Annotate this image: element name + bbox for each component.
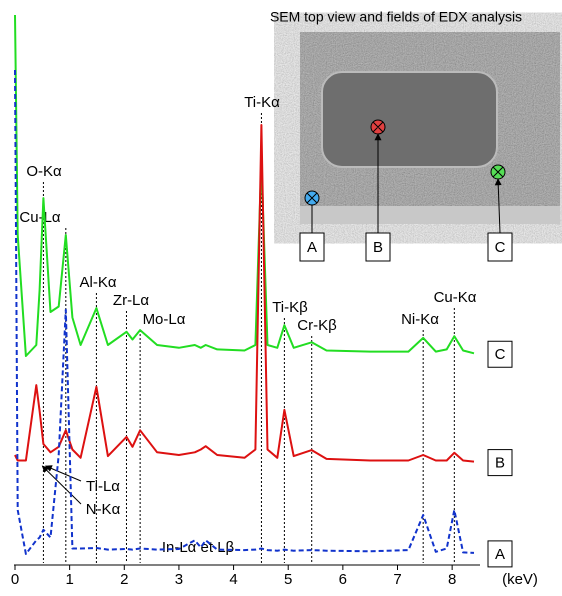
field-cross [306,121,504,204]
x-tick-label: 3 [175,571,183,588]
peak-label: O-Kα [26,163,62,180]
sem-inset: A B C SEM top view and fields of EDX ana… [270,9,560,262]
peak-pointer [44,465,82,482]
series-label: C [495,346,506,363]
series-label: A [495,546,505,563]
x-tick-label: 7 [393,571,401,588]
sem-info-bar [300,206,560,224]
spectrum [14,69,475,555]
field-box [487,232,513,262]
x-tick-label: 4 [229,571,237,588]
series-box [487,540,513,568]
peak-label: Cu-Kα [434,289,477,306]
peak-label: In-Lα et Lβ [162,539,235,556]
series-box [487,340,513,368]
peak-pointer [41,465,82,505]
field-box [299,232,325,262]
x-tick-label: 2 [120,571,128,588]
spectrum [14,124,475,463]
field-label: C [495,239,506,256]
field-label: A [307,239,317,256]
x-tick-label: 6 [339,571,347,588]
peak-label: Ti-Kβ [272,299,308,316]
x-axis-label: (keV) [502,571,538,588]
peak-label: Ni-Kα [401,311,439,328]
x-tick-label: 0 [11,571,19,588]
peak-label: Cr-Kβ [297,317,337,334]
peak-label: Cu-Lα [19,209,61,226]
peak-label: Al-Kα [79,274,116,291]
x-tick-label: 1 [65,571,73,588]
peak-label: Zr-Lα [113,292,149,309]
peak-label: Ti-Lα [86,478,120,495]
crater [321,71,498,168]
peak-label: Mo-Lα [143,311,186,328]
inset-title: SEM top view and fields of EDX analysis [270,9,522,25]
pointer [494,178,502,234]
series-label: B [495,455,505,472]
spectrum [14,14,475,357]
field-label: B [373,239,383,256]
peak-label: N-Kα [86,501,121,518]
x-tick-label: 5 [284,571,292,588]
field-box [365,232,391,262]
x-tick-label: 8 [448,571,456,588]
peak-label: Ti-Kα [244,94,280,111]
series-box [487,449,513,477]
